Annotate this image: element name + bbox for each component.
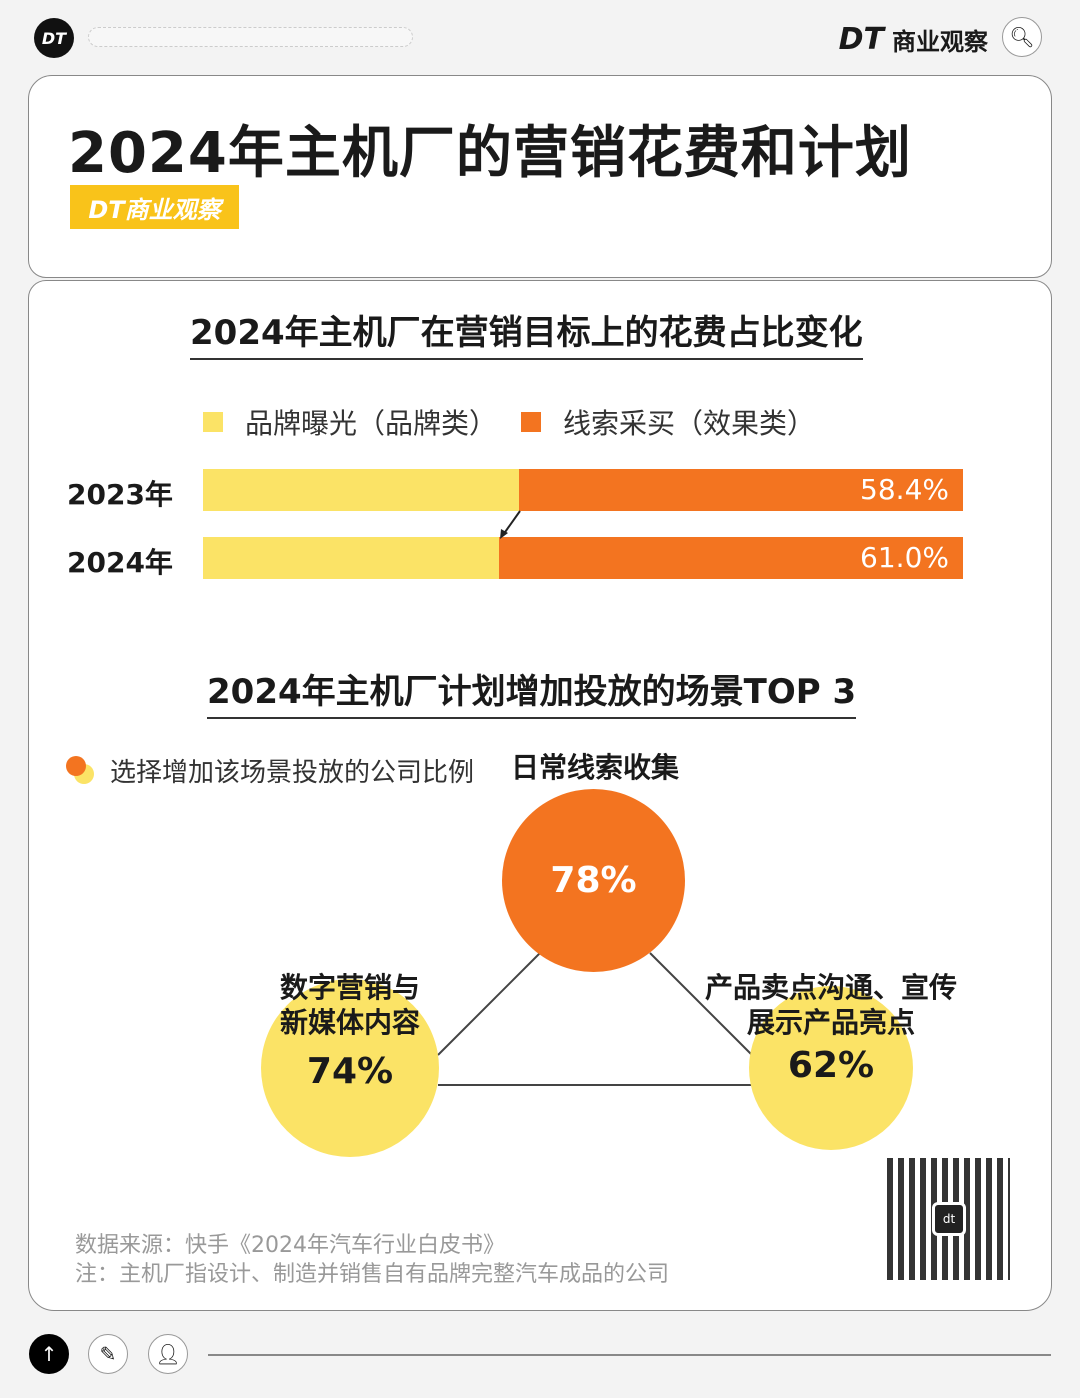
legend-label: 选择增加该场景投放的公司比例 [110,758,475,788]
scroll-top-button[interactable]: ↑ [29,1334,69,1374]
user-icon: 👤︎ [155,1342,181,1366]
legend-dots-icon [66,755,96,786]
legend-leads: 线索采买（效果类） [521,402,815,442]
bar-brand [203,537,500,579]
search-icon: 🔍︎ [1009,25,1035,49]
legend-swatch-yellow [203,412,223,432]
brand-logo: DT 商业观察 [839,22,988,57]
chart-card [28,280,1052,1311]
category-label: 2024年 [67,546,173,579]
top-bar-field[interactable] [88,27,413,47]
page-title: 2024年主机厂的营销花费和计划 [68,121,912,186]
arrow-up-icon: ↑ [40,1342,58,1366]
bubble-value: 74% [306,1050,394,1092]
footnote: 注：主机厂指设计、制造并销售自有品牌完整汽车成品的公司 [75,1262,670,1287]
chart2-title: 2024年主机厂计划增加投放的场景TOP 3 [207,664,857,719]
brand-badge: DT商业观察 [70,185,239,229]
account-logo[interactable]: DT [34,18,74,58]
pencil-icon: ✎ [99,1342,117,1366]
bar-row-2024: 61.0% [203,537,963,579]
bubble-product-selling-points: 62% [749,986,913,1150]
data-source: 数据来源：快手《2024年汽车行业白皮书》 [75,1233,505,1258]
bubble-digital-marketing: 74% [261,979,439,1157]
change-arrow-icon [500,510,521,539]
edit-button[interactable]: ✎ [88,1334,128,1374]
profile-button[interactable]: 👤︎ [148,1334,188,1374]
brand-name: 商业观察 [892,28,988,56]
legend-label: 品牌曝光（品牌类） [245,407,498,440]
qr-logo: dt [932,1202,966,1236]
brand-dt: DT [838,22,884,57]
divider [208,1354,1051,1356]
bubble-daily-leads: 78% [502,789,685,972]
search-button[interactable]: 🔍︎ [1002,17,1042,57]
bubble-label: 数字营销与 新媒体内容 [279,971,420,1039]
bar-leads: 58.4% [519,469,963,511]
bar-row-2023: 58.4% [203,469,963,511]
title-card [28,75,1052,278]
legend-swatch-orange [521,412,541,432]
legend-brand: 品牌曝光（品牌类） [203,402,497,442]
bubble-label: 产品卖点沟通、宣传 展示产品亮点 [704,971,957,1039]
bubble-value: 78% [550,860,637,901]
bubble-legend: 选择增加该场景投放的公司比例 [66,752,474,789]
category-label: 2023年 [67,478,173,511]
bubble-label: 日常线索收集 [510,751,679,784]
bar-leads: 61.0% [499,537,963,579]
legend-label: 线索采买（效果类） [563,407,816,440]
chart1-title: 2024年主机厂在营销目标上的花费占比变化 [190,305,863,360]
bar-brand [203,469,520,511]
bubble-value: 62% [787,1044,875,1086]
